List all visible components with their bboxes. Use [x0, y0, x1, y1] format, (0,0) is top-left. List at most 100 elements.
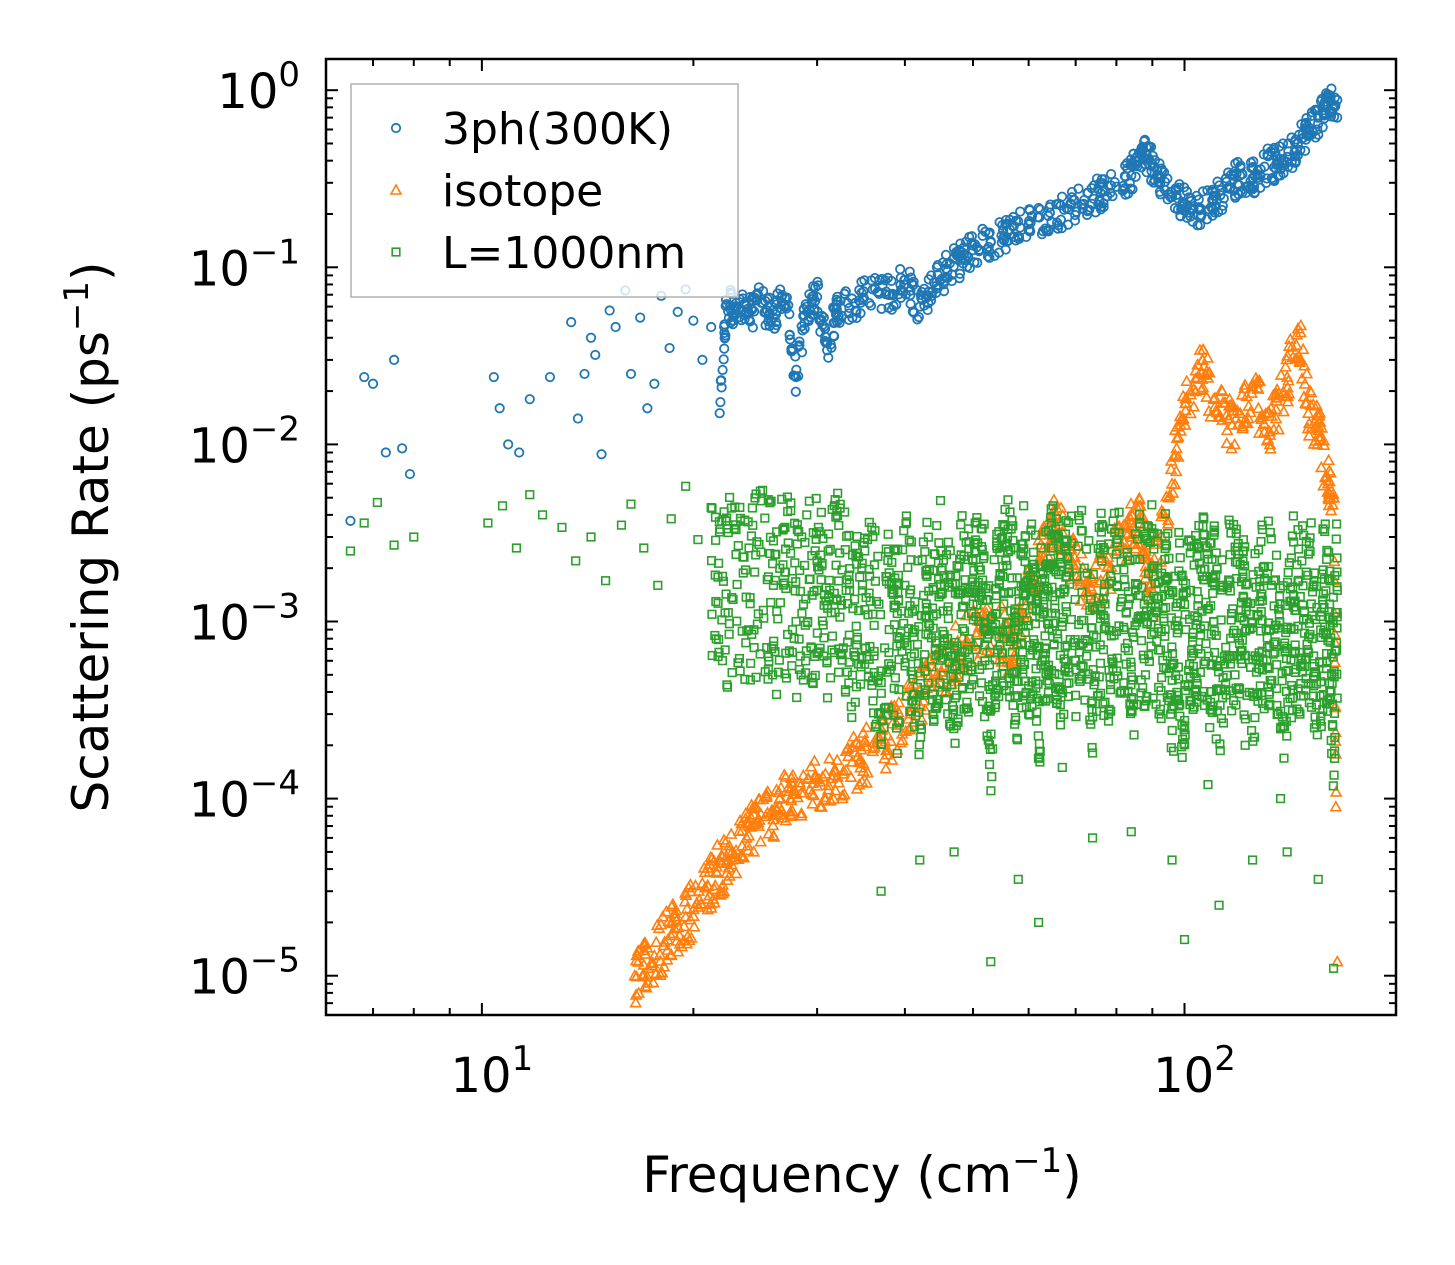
data-point: [1103, 716, 1114, 726]
data-point: [1167, 855, 1177, 865]
data-point: [1274, 368, 1288, 380]
data-point: [1312, 420, 1326, 433]
data-point: [1174, 418, 1187, 430]
data-point: [906, 537, 916, 547]
data-point: [938, 626, 948, 636]
data-point: [898, 545, 908, 555]
data-point: [672, 306, 683, 317]
data-point: [861, 766, 875, 778]
data-point: [793, 341, 804, 352]
data-point: [790, 558, 800, 568]
data-point: [889, 683, 899, 693]
data-point: [893, 570, 903, 580]
data-point: [1035, 752, 1045, 762]
data-point: [1296, 342, 1310, 355]
data-point: [858, 739, 872, 752]
data-point: [998, 661, 1008, 672]
data-point: [819, 633, 829, 643]
data-point: [1051, 567, 1061, 577]
data-point: [924, 621, 935, 631]
data-point: [1053, 682, 1063, 692]
data-point: [1112, 565, 1122, 575]
data-point: [1118, 180, 1129, 191]
data-point: [843, 599, 853, 609]
data-point: [1100, 560, 1114, 572]
data-point: [675, 939, 689, 952]
data-point: [696, 876, 709, 889]
data-point: [1214, 409, 1227, 422]
data-point: [864, 517, 874, 527]
data-point: [1170, 441, 1183, 454]
data-point: [786, 804, 799, 816]
data-point: [958, 242, 969, 253]
data-point: [1226, 400, 1239, 413]
data-point: [1099, 624, 1109, 634]
data-point: [917, 694, 930, 706]
data-point: [1082, 636, 1092, 646]
data-point: [795, 565, 805, 576]
data-point: [951, 720, 961, 731]
data-point: [1269, 402, 1283, 415]
data-point: [1328, 699, 1342, 712]
data-point: [813, 522, 824, 532]
data-point: [1162, 692, 1172, 703]
data-point: [1206, 660, 1216, 670]
data-point: [911, 700, 921, 710]
data-point: [967, 680, 977, 690]
data-point: [901, 712, 915, 724]
data-point: [762, 305, 773, 316]
data-point: [1111, 666, 1122, 676]
data-point: [729, 866, 743, 879]
y-tick-label: 10−1: [189, 232, 300, 297]
data-point: [1079, 615, 1089, 625]
data-point: [1162, 194, 1173, 205]
data-point: [848, 603, 858, 614]
data-point: [1206, 601, 1216, 611]
data-point: [869, 651, 879, 661]
data-point: [1009, 231, 1020, 243]
data-point: [1044, 678, 1054, 688]
data-point: [1313, 874, 1323, 884]
data-point: [773, 614, 783, 624]
data-point: [1192, 551, 1202, 562]
data-point: [1328, 592, 1338, 602]
data-point: [1167, 642, 1177, 652]
data-point: [1275, 794, 1286, 804]
data-point: [661, 933, 675, 945]
data-point: [879, 743, 893, 756]
data-point: [919, 690, 929, 700]
data-point: [981, 594, 991, 605]
data-point: [745, 593, 755, 603]
data-point: [1024, 205, 1035, 216]
data-point: [769, 296, 780, 308]
data-point: [1034, 643, 1044, 653]
data-point: [886, 661, 896, 671]
data-point: [658, 935, 671, 947]
data-point: [919, 657, 929, 667]
data-point: [1248, 181, 1260, 192]
data-point: [503, 439, 514, 450]
data-point: [789, 371, 800, 382]
data-point: [1281, 349, 1294, 361]
data-point: [710, 570, 720, 580]
data-point: [566, 317, 577, 328]
data-point: [1298, 377, 1312, 389]
data-point: [867, 741, 880, 754]
data-point: [937, 687, 947, 697]
data-point: [876, 739, 886, 750]
data-point: [1157, 672, 1167, 683]
data-point: [789, 633, 799, 643]
data-point: [722, 513, 732, 523]
data-point: [1327, 749, 1337, 759]
data-point: [722, 839, 736, 851]
data-point: [823, 352, 834, 363]
data-point: [795, 586, 805, 596]
data-point: [706, 556, 717, 566]
data-point: [616, 520, 627, 530]
data-point: [1071, 712, 1081, 722]
data-point: [932, 520, 942, 531]
data-point: [714, 888, 727, 900]
y-tick-label: 10−3: [189, 587, 300, 652]
data-point: [709, 864, 723, 877]
data-point: [915, 671, 925, 681]
